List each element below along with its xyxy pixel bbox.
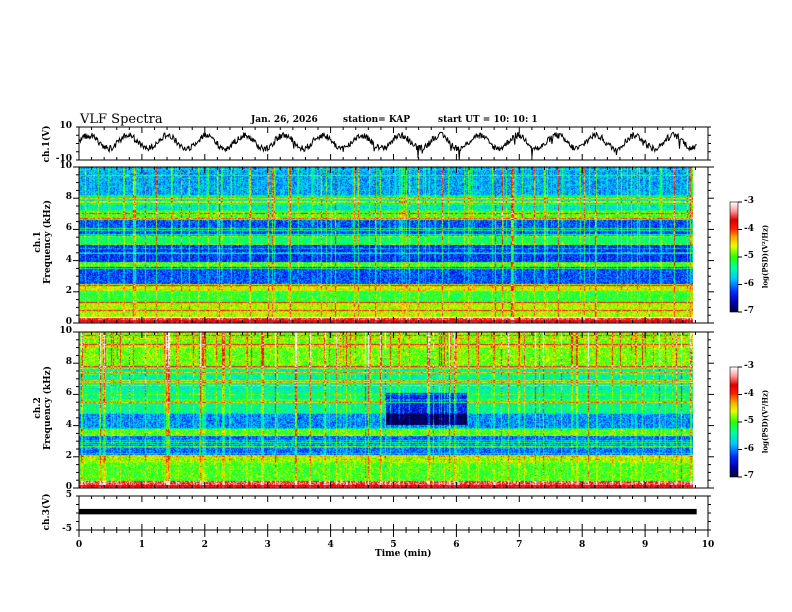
ch2-colorbar-label: log(PSD)(V²/Hz) — [760, 389, 770, 454]
colorbar-tick-label: -6 — [744, 443, 754, 454]
frequency-tick-label: 2 — [65, 285, 72, 296]
x-tick-label: 4 — [327, 540, 334, 550]
x-tick-label: 9 — [641, 540, 649, 550]
colorbar-tick-label: -5 — [744, 251, 754, 261]
ch3-volt-ylabel: ch.3(V) — [42, 493, 52, 531]
ch1-colorbar-label: log(PSD)(V²/Hz) — [760, 224, 770, 289]
ch1-waveform-line — [78, 131, 697, 161]
frequency-tick-label: 0 — [65, 482, 72, 492]
ch3-ytick-label: 5 — [65, 490, 72, 500]
x-tick-label: 6 — [453, 540, 460, 550]
frequency-tick-label: 4 — [65, 419, 72, 430]
plot-title: VLF Spectra — [80, 112, 163, 127]
ch2-ylabel-line2: Frequency (kHz) — [43, 366, 54, 451]
ch1-ylabel-line2: Frequency (kHz) — [43, 200, 54, 285]
frequency-tick-label: 6 — [65, 223, 72, 234]
colorbar-tick-label: -5 — [744, 416, 754, 426]
ch3-waveform-band — [79, 508, 697, 515]
frequency-tick-label: 2 — [65, 450, 72, 461]
x-tick-label: 8 — [579, 540, 586, 550]
ch2-colorbar — [730, 367, 738, 477]
x-tick-label: 1 — [138, 540, 146, 550]
frequency-tick-label: 6 — [65, 388, 72, 399]
x-tick-label: 5 — [390, 540, 397, 550]
ch1-frequency-ylabel: ch.1 Frequency (kHz) — [33, 187, 57, 297]
colorbar-tick-label: -4 — [744, 388, 754, 399]
colorbar-tick-label: -3 — [744, 196, 754, 206]
ch1-ylabel-line1: ch.1 — [33, 231, 43, 253]
frequency-tick-label: 10 — [59, 161, 72, 171]
colorbar-tick-label: -4 — [744, 223, 754, 234]
ch2-ylabel-line1: ch.2 — [33, 397, 43, 419]
station-label: station= KAP — [343, 115, 411, 125]
ch2-spectrogram-image — [79, 332, 693, 488]
frequency-tick-label: 4 — [65, 254, 72, 265]
date-label: Jan. 26, 2026 — [251, 115, 318, 125]
colorbar-tick-label: -6 — [744, 278, 754, 289]
ch2-spectrogram-frame — [78, 331, 709, 489]
x-tick-label: 2 — [201, 540, 208, 550]
ch1-spectrogram-frame — [78, 166, 709, 324]
start-time-label: start UT = 10: 10: 1 — [438, 115, 538, 125]
x-tick-label: 0 — [75, 540, 83, 550]
x-tick-label: 10 — [701, 540, 715, 550]
frequency-tick-label: 8 — [65, 192, 72, 203]
colorbar-tick-label: -7 — [744, 471, 754, 481]
x-tick-label: 7 — [516, 540, 523, 550]
ch2-colorbar-frame — [729, 366, 739, 478]
frequency-tick-label: 10 — [59, 326, 72, 336]
frequency-tick-label: 0 — [65, 317, 72, 327]
colorbar-tick-label: -3 — [744, 361, 754, 371]
ch2-frequency-ylabel: ch.2 Frequency (kHz) — [33, 353, 57, 463]
ch1-colorbar — [730, 202, 738, 312]
ch1-ytick-label: -10 — [55, 154, 72, 164]
ch1-colorbar-frame — [729, 201, 739, 313]
colorbar-tick-label: -7 — [744, 306, 754, 316]
x-tick-label: 3 — [264, 540, 271, 550]
ch3-ytick-label: -5 — [62, 524, 72, 534]
x-axis-label: Time (min) — [375, 549, 432, 559]
ch1-ytick-label: 10 — [59, 121, 72, 131]
ch1-volt-ylabel: ch.1(V) — [42, 125, 52, 163]
frequency-tick-label: 8 — [65, 357, 72, 368]
ch1-spectrogram-image — [79, 167, 693, 323]
